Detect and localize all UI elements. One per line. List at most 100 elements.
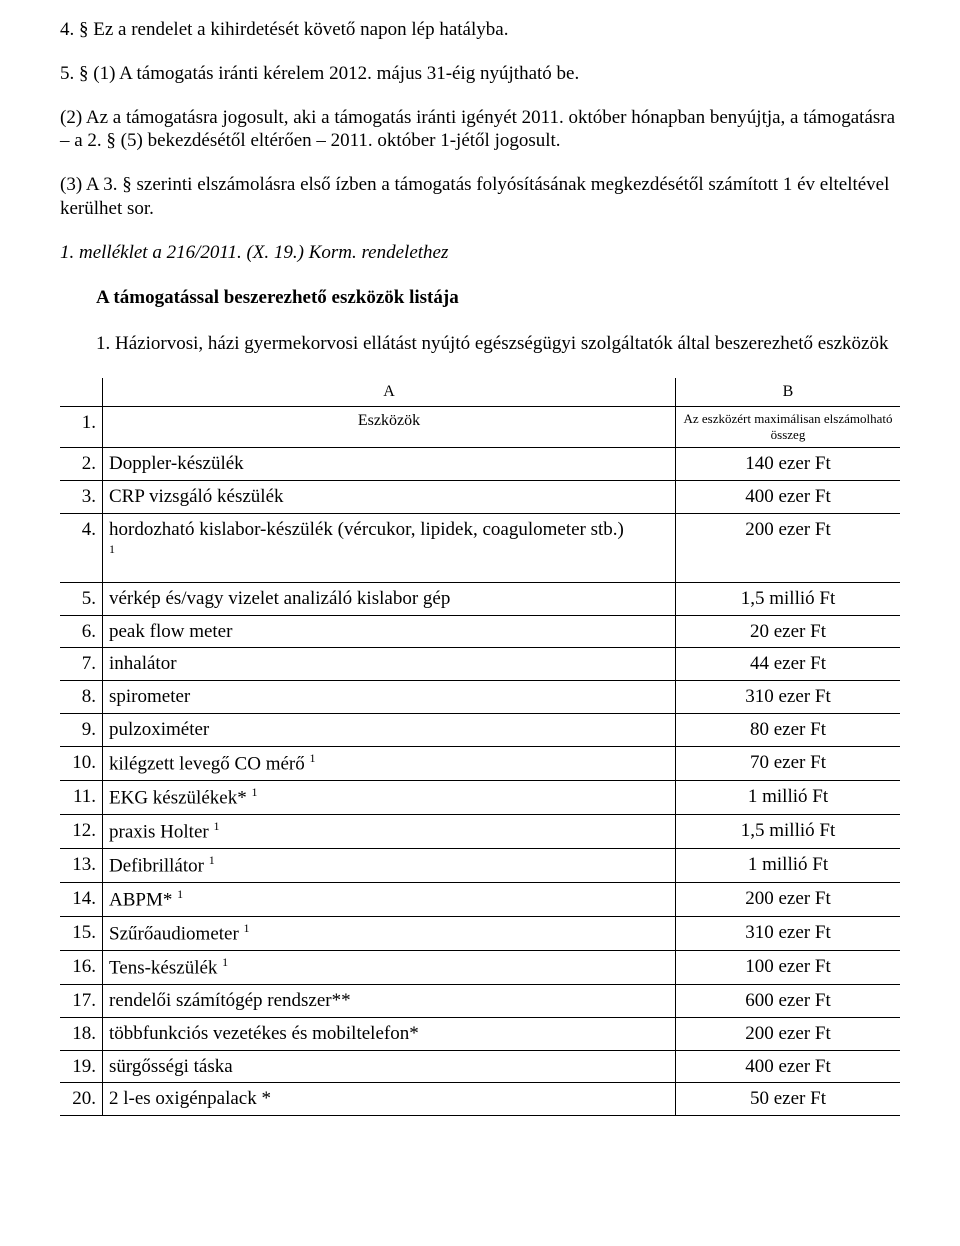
row-number: 13. bbox=[60, 848, 103, 882]
row-number: 4. bbox=[60, 513, 103, 582]
equipment-name: peak flow meter bbox=[103, 615, 676, 648]
max-amount: 200 ezer Ft bbox=[676, 513, 901, 582]
table-row: 1. Eszközök Az eszközért maximálisan els… bbox=[60, 406, 900, 448]
max-amount: 310 ezer Ft bbox=[676, 681, 901, 714]
text: 1. Háziorvosi, házi gyermekorvosi ellátá… bbox=[96, 333, 888, 354]
table-header-b: B bbox=[676, 378, 901, 407]
max-amount: 1,5 millió Ft bbox=[676, 814, 901, 848]
footnote-ref: 1 bbox=[310, 751, 316, 765]
text: 4. § Ez a rendelet a kihirdetését követő… bbox=[60, 19, 508, 40]
table-row: 18.többfunkciós vezetékes és mobiltelefo… bbox=[60, 1017, 900, 1050]
table-row: 7.inhalátor44 ezer Ft bbox=[60, 648, 900, 681]
equipment-name: pulzoximéter bbox=[103, 713, 676, 746]
row-number: 6. bbox=[60, 615, 103, 648]
list-item-1: 1. Háziorvosi, házi gyermekorvosi ellátá… bbox=[60, 332, 900, 356]
cell-max-amount-label: Az eszközért maximálisan elszámolható ös… bbox=[676, 406, 901, 448]
footnote-ref: 1 bbox=[109, 542, 115, 556]
paragraph-5-1: 5. § (1) A támogatás iránti kérelem 2012… bbox=[60, 62, 900, 86]
row-number: 1. bbox=[60, 406, 103, 448]
table-row: 6.peak flow meter20 ezer Ft bbox=[60, 615, 900, 648]
row-number: 5. bbox=[60, 582, 103, 615]
row-number: 20. bbox=[60, 1083, 103, 1116]
row-number: 2. bbox=[60, 448, 103, 481]
equipment-table: A B 1. Eszközök Az eszközért maximálisan… bbox=[60, 378, 900, 1116]
row-number: 17. bbox=[60, 985, 103, 1018]
equipment-name: sürgősségi táska bbox=[103, 1050, 676, 1083]
footnote-ref: 1 bbox=[222, 955, 228, 969]
row-number: 19. bbox=[60, 1050, 103, 1083]
table-row: 14.ABPM* 1200 ezer Ft bbox=[60, 882, 900, 916]
row-number: 8. bbox=[60, 681, 103, 714]
table-header-row: A B bbox=[60, 378, 900, 407]
table-row: 9.pulzoximéter80 ezer Ft bbox=[60, 713, 900, 746]
row-number: 11. bbox=[60, 780, 103, 814]
subtitle: A támogatással beszerezhető eszközök lis… bbox=[60, 286, 900, 310]
row-number: 15. bbox=[60, 916, 103, 950]
footnote-ref: 1 bbox=[251, 785, 257, 799]
table-row: 17.rendelői számítógép rendszer**600 eze… bbox=[60, 985, 900, 1018]
equipment-name: 2 l-es oxigénpalack * bbox=[103, 1083, 676, 1116]
equipment-name: praxis Holter 1 bbox=[103, 814, 676, 848]
max-amount: 1 millió Ft bbox=[676, 780, 901, 814]
table-row: 2.Doppler-készülék140 ezer Ft bbox=[60, 448, 900, 481]
equipment-name: hordozható kislabor-készülék (vércukor, … bbox=[103, 513, 676, 582]
max-amount: 200 ezer Ft bbox=[676, 1017, 901, 1050]
table-row: 16.Tens-készülék 1100 ezer Ft bbox=[60, 950, 900, 984]
equipment-name: Doppler-készülék bbox=[103, 448, 676, 481]
max-amount: 70 ezer Ft bbox=[676, 746, 901, 780]
max-amount: 80 ezer Ft bbox=[676, 713, 901, 746]
row-number: 18. bbox=[60, 1017, 103, 1050]
page: 4. § Ez a rendelet a kihirdetését követő… bbox=[0, 0, 960, 1156]
table-row: 8.spirometer310 ezer Ft bbox=[60, 681, 900, 714]
table-row: 11.EKG készülékek* 11 millió Ft bbox=[60, 780, 900, 814]
table-row: 5.vérkép és/vagy vizelet analizáló kisla… bbox=[60, 582, 900, 615]
max-amount: 310 ezer Ft bbox=[676, 916, 901, 950]
row-number: 10. bbox=[60, 746, 103, 780]
max-amount: 400 ezer Ft bbox=[676, 481, 901, 514]
equipment-name: Szűrőaudiometer 1 bbox=[103, 916, 676, 950]
row-number: 16. bbox=[60, 950, 103, 984]
equipment-name: CRP vizsgáló készülék bbox=[103, 481, 676, 514]
table-row: 3.CRP vizsgáló készülék400 ezer Ft bbox=[60, 481, 900, 514]
table-row: 10.kilégzett levegő CO mérő 170 ezer Ft bbox=[60, 746, 900, 780]
text: 1. melléklet a 216/2011. (X. 19.) Korm. … bbox=[60, 242, 448, 263]
row-number: 7. bbox=[60, 648, 103, 681]
text: (3) A 3. § szerinti elszámolásra első íz… bbox=[60, 174, 889, 219]
equipment-name: Defibrillátor 1 bbox=[103, 848, 676, 882]
paragraph-5-2: (2) Az a támogatásra jogosult, aki a tám… bbox=[60, 106, 900, 154]
footnote-ref: 1 bbox=[244, 921, 250, 935]
equipment-name: kilégzett levegő CO mérő 1 bbox=[103, 746, 676, 780]
equipment-name: rendelői számítógép rendszer** bbox=[103, 985, 676, 1018]
table-header-a: A bbox=[103, 378, 676, 407]
table-row: 12.praxis Holter 11,5 millió Ft bbox=[60, 814, 900, 848]
equipment-name: spirometer bbox=[103, 681, 676, 714]
max-amount: 600 ezer Ft bbox=[676, 985, 901, 1018]
table-row: 20.2 l-es oxigénpalack *50 ezer Ft bbox=[60, 1083, 900, 1116]
equipment-name: ABPM* 1 bbox=[103, 882, 676, 916]
equipment-name: Tens-készülék 1 bbox=[103, 950, 676, 984]
footnote-ref: 1 bbox=[209, 853, 215, 867]
row-number: 9. bbox=[60, 713, 103, 746]
equipment-name: EKG készülékek* 1 bbox=[103, 780, 676, 814]
equipment-name: vérkép és/vagy vizelet analizáló kislabo… bbox=[103, 582, 676, 615]
table-row: 4.hordozható kislabor-készülék (vércukor… bbox=[60, 513, 900, 582]
max-amount: 100 ezer Ft bbox=[676, 950, 901, 984]
cell-eszkozok: Eszközök bbox=[103, 406, 676, 448]
max-amount: 140 ezer Ft bbox=[676, 448, 901, 481]
table-row: 19.sürgősségi táska400 ezer Ft bbox=[60, 1050, 900, 1083]
row-number: 14. bbox=[60, 882, 103, 916]
row-number: 12. bbox=[60, 814, 103, 848]
max-amount: 44 ezer Ft bbox=[676, 648, 901, 681]
max-amount: 200 ezer Ft bbox=[676, 882, 901, 916]
max-amount: 1,5 millió Ft bbox=[676, 582, 901, 615]
row-number: 3. bbox=[60, 481, 103, 514]
table-row: 15.Szűrőaudiometer 1310 ezer Ft bbox=[60, 916, 900, 950]
text: A támogatással beszerezhető eszközök lis… bbox=[96, 287, 459, 308]
max-amount: 400 ezer Ft bbox=[676, 1050, 901, 1083]
attachment-heading: 1. melléklet a 216/2011. (X. 19.) Korm. … bbox=[60, 241, 900, 265]
table-row: 13.Defibrillátor 11 millió Ft bbox=[60, 848, 900, 882]
text: (2) Az a támogatásra jogosult, aki a tám… bbox=[60, 107, 895, 152]
paragraph-5-3: (3) A 3. § szerinti elszámolásra első íz… bbox=[60, 173, 900, 221]
max-amount: 50 ezer Ft bbox=[676, 1083, 901, 1116]
paragraph-4: 4. § Ez a rendelet a kihirdetését követő… bbox=[60, 18, 900, 42]
